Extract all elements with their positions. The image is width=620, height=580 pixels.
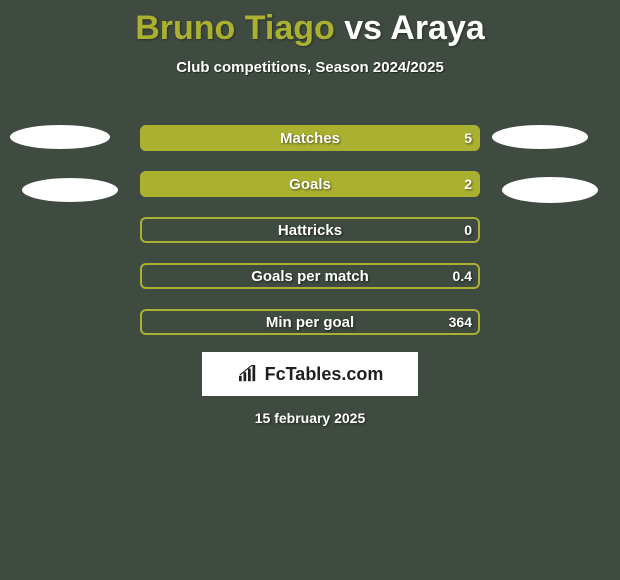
photo-ellipse — [502, 177, 598, 203]
photo-ellipse — [492, 125, 588, 149]
stat-row: Goals2 — [140, 171, 480, 197]
stat-value: 5 — [464, 125, 472, 151]
stat-label: Matches — [140, 125, 480, 151]
stat-label: Min per goal — [140, 309, 480, 335]
stats-infographic: Bruno Tiago vs Araya Club competitions, … — [0, 0, 620, 580]
stat-value: 0.4 — [453, 263, 472, 289]
photo-ellipse — [10, 125, 110, 149]
stat-value: 0 — [464, 217, 472, 243]
brand-text: FcTables.com — [265, 364, 384, 385]
title-part: vs — [335, 9, 390, 47]
stat-label: Goals — [140, 171, 480, 197]
title-part: Bruno Tiago — [135, 9, 335, 47]
subtitle: Club competitions, Season 2024/2025 — [0, 59, 620, 76]
stat-row: Hattricks0 — [140, 217, 480, 243]
bar-chart-icon — [237, 365, 259, 383]
stat-value: 364 — [449, 309, 472, 335]
stat-row: Goals per match0.4 — [140, 263, 480, 289]
stat-row: Min per goal364 — [140, 309, 480, 335]
date-line: 15 february 2025 — [0, 410, 620, 426]
stat-value: 2 — [464, 171, 472, 197]
title-part: Araya — [390, 9, 485, 47]
stat-row: Matches5 — [140, 125, 480, 151]
page-title: Bruno Tiago vs Araya — [0, 0, 620, 49]
stat-label: Hattricks — [140, 217, 480, 243]
brand-box[interactable]: FcTables.com — [202, 352, 418, 396]
photo-ellipse — [22, 178, 118, 202]
stats-bars: Matches5Goals2Hattricks0Goals per match0… — [140, 125, 480, 355]
stat-label: Goals per match — [140, 263, 480, 289]
